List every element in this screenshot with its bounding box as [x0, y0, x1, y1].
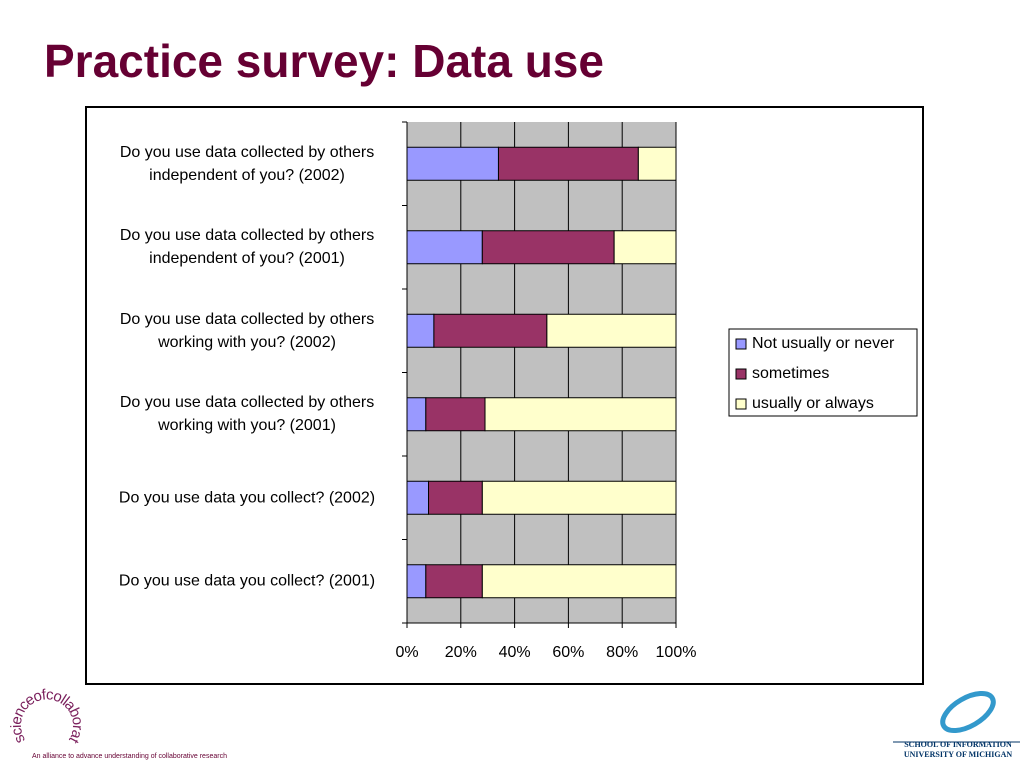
bar-segment — [406, 146, 499, 181]
bar-segment — [425, 564, 483, 599]
bar-segment — [406, 564, 427, 599]
umich-logo — [940, 690, 996, 734]
logo-text-path: scienceofcollaboratories — [0, 0, 86, 747]
bar-segment — [481, 480, 677, 515]
legend-label: sometimes — [752, 365, 829, 382]
y-tick-label: Do you use data collected by others work… — [119, 394, 375, 435]
legend-label: usually or always — [752, 395, 874, 412]
bar-segment — [637, 146, 677, 181]
chart-frame — [85, 106, 924, 685]
legend-swatch — [735, 368, 747, 380]
school-text: SCHOOL OF INFORMATION — [904, 740, 1012, 749]
x-tick-label: 20% — [445, 644, 477, 661]
bar-segment — [406, 313, 435, 348]
bar-segment — [613, 230, 677, 265]
bar-segment — [481, 230, 615, 265]
y-tick-label: Do you use data collected by others work… — [119, 310, 375, 351]
logo-text: scienceofcollaboratories — [0, 0, 86, 747]
x-tick-label: 80% — [606, 644, 638, 661]
university-text: UNIVERSITY OF MICHIGAN — [904, 750, 1013, 759]
bar-segment — [406, 230, 483, 265]
legend-swatch — [735, 398, 747, 410]
bar-segment — [406, 480, 430, 515]
bar-segment — [497, 146, 639, 181]
bar-segment — [546, 313, 677, 348]
legend-label: Not usually or never — [752, 335, 895, 352]
legend-box — [728, 328, 918, 417]
plot-background — [407, 122, 676, 623]
bar-segment — [481, 564, 677, 599]
y-tick-label: Do you use data collected by others inde… — [119, 143, 375, 184]
bar-segment — [425, 397, 486, 432]
slide-title: Practice survey: Data use — [44, 35, 604, 87]
y-tick-label: Do you use data you collect? (2002) — [118, 489, 376, 507]
y-tick-label: Do you use data collected by others inde… — [119, 227, 375, 268]
x-tick-label: 0% — [395, 644, 418, 661]
x-tick-label: 40% — [499, 644, 531, 661]
x-tick-label: 60% — [552, 644, 584, 661]
bar-segment — [433, 313, 548, 348]
y-tick-label: Do you use data you collect? (2001) — [118, 572, 376, 590]
bar-segment — [428, 480, 483, 515]
legend-swatch — [735, 338, 747, 350]
bar-segment — [406, 397, 427, 432]
x-tick-label: 100% — [656, 644, 697, 661]
bar-segment — [484, 397, 677, 432]
alliance-text: An alliance to advance understanding of … — [32, 753, 227, 760]
